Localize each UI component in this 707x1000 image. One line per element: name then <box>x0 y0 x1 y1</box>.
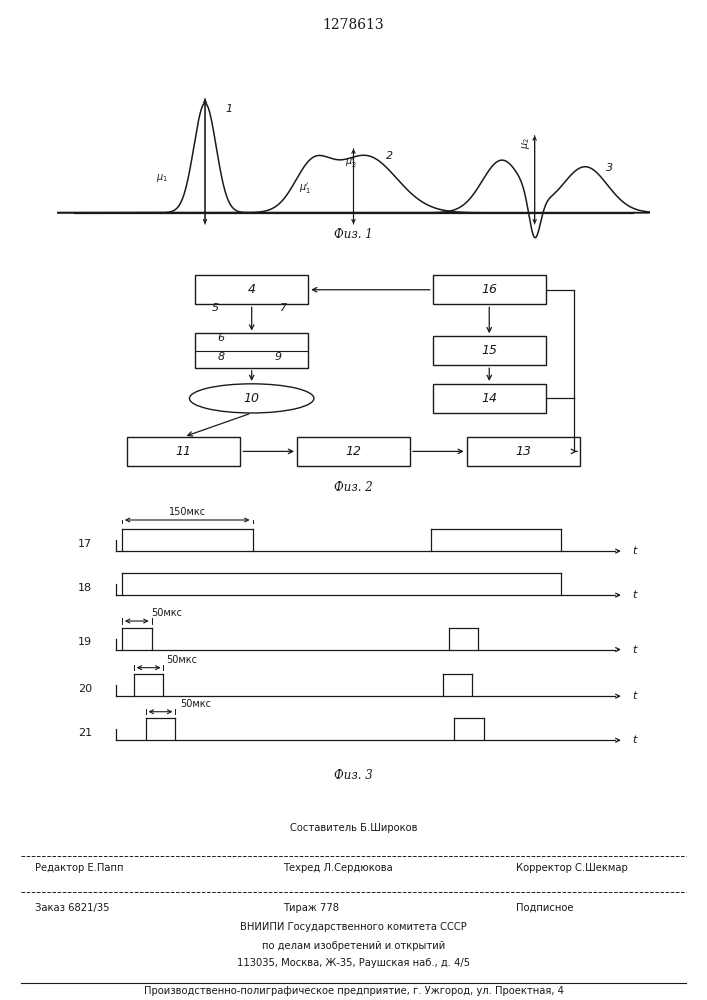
Bar <box>297 437 410 466</box>
Text: 15: 15 <box>481 344 497 357</box>
Text: 18: 18 <box>78 583 92 593</box>
Text: 20: 20 <box>78 684 92 694</box>
Text: 19: 19 <box>78 637 92 647</box>
Bar <box>127 437 240 466</box>
Text: 10: 10 <box>244 392 259 405</box>
Text: Физ. 1: Физ. 1 <box>334 228 373 241</box>
Text: 113035, Москва, Ж-35, Раушская наб., д. 4/5: 113035, Москва, Ж-35, Раушская наб., д. … <box>237 958 470 968</box>
Bar <box>467 437 580 466</box>
Text: 7: 7 <box>280 303 287 313</box>
Text: $\mu_1^{\prime}$: $\mu_1^{\prime}$ <box>299 181 311 196</box>
Text: 5: 5 <box>212 303 219 313</box>
Text: Производственно-полиграфическое предприятие, г. Ужгород, ул. Проектная, 4: Производственно-полиграфическое предприя… <box>144 986 563 996</box>
Text: t: t <box>633 590 637 600</box>
Text: по делам изобретений и открытий: по делам изобретений и открытий <box>262 941 445 951</box>
Bar <box>195 333 308 368</box>
Text: 9: 9 <box>274 352 281 362</box>
Text: 4: 4 <box>247 283 256 296</box>
Text: 50мкс: 50мкс <box>180 699 211 709</box>
Text: 12: 12 <box>346 445 361 458</box>
Text: 1: 1 <box>226 104 233 114</box>
Text: 14: 14 <box>481 392 497 405</box>
Text: Корректор С.Шекмар: Корректор С.Шекмар <box>516 863 628 873</box>
Text: Составитель Б.Широков: Составитель Б.Широков <box>290 823 417 833</box>
Text: Физ. 2: Физ. 2 <box>334 481 373 494</box>
Text: 6: 6 <box>218 333 225 343</box>
Text: t: t <box>633 546 637 556</box>
Text: t: t <box>633 691 637 701</box>
Text: Редактор Е.Папп: Редактор Е.Папп <box>35 863 124 873</box>
Text: Заказ 6821/35: Заказ 6821/35 <box>35 903 110 913</box>
Text: 21: 21 <box>78 728 92 738</box>
Text: t: t <box>633 645 637 655</box>
Text: 2: 2 <box>386 151 393 161</box>
Text: 150мкс: 150мкс <box>169 507 206 517</box>
Bar <box>433 336 546 365</box>
Text: 11: 11 <box>176 445 192 458</box>
Text: 17: 17 <box>78 539 92 549</box>
Bar <box>433 384 546 413</box>
Text: 8: 8 <box>218 352 225 362</box>
Text: ВНИИПИ Государственного комитета СССР: ВНИИПИ Государственного комитета СССР <box>240 922 467 932</box>
Text: Техред Л.Сердюкова: Техред Л.Сердюкова <box>283 863 392 873</box>
Text: 50мкс: 50мкс <box>151 608 182 618</box>
Text: 50мкс: 50мкс <box>165 655 197 665</box>
Text: $\mu_1$: $\mu_1$ <box>156 172 168 184</box>
Bar <box>433 275 546 304</box>
Text: $\mu_2^{\prime}$: $\mu_2^{\prime}$ <box>344 155 356 170</box>
Text: 13: 13 <box>515 445 531 458</box>
Bar <box>195 275 308 304</box>
Text: t: t <box>633 735 637 745</box>
Text: Подписное: Подписное <box>516 903 573 913</box>
Text: 3: 3 <box>606 163 613 173</box>
Text: Тираж 778: Тираж 778 <box>283 903 339 913</box>
Text: 1278613: 1278613 <box>322 18 385 32</box>
Text: Физ. 3: Физ. 3 <box>334 769 373 782</box>
Text: 16: 16 <box>481 283 497 296</box>
Text: $\mu_2$: $\mu_2$ <box>520 137 532 149</box>
